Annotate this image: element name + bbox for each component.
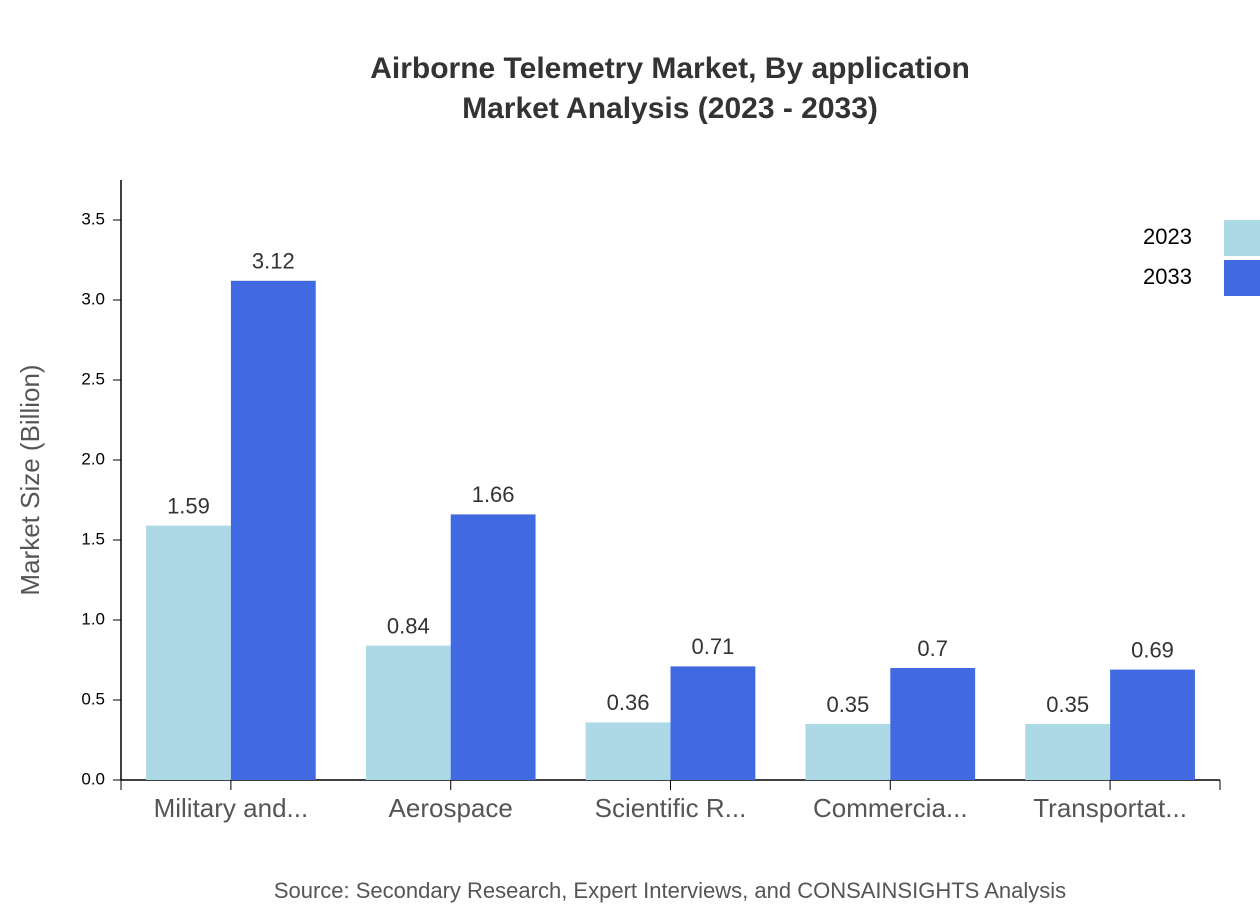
bar [890,668,976,780]
x-tick-label: Scientific R... [595,793,747,823]
value-label: 1.66 [472,482,515,507]
bar [146,525,231,780]
bar [1025,724,1111,780]
y-tick-label: 3.5 [81,209,105,228]
value-label: 0.36 [607,690,650,715]
value-label: 0.71 [692,634,735,659]
bar [230,280,316,780]
legend-label: 2023 [1143,224,1192,249]
legend-swatch [1224,220,1260,256]
value-label: 0.35 [826,692,869,717]
y-tick-label: 2.5 [81,369,105,388]
bar [450,514,536,780]
value-label: 0.84 [387,613,430,638]
y-tick-label: 1.0 [81,609,105,628]
value-label: 0.69 [1131,637,1174,662]
bar [365,645,451,780]
value-label: 0.35 [1046,692,1089,717]
bar [805,724,891,780]
x-tick-label: Military and... [154,793,309,823]
bar [1110,669,1195,780]
y-axis-label: Market Size (Billion) [15,364,45,595]
y-tick-label: 1.5 [81,529,105,548]
y-tick-label: 2.0 [81,449,105,468]
chart-subtitle: Market Analysis (2023 - 2033) [462,92,878,125]
legend-label: 2033 [1143,264,1192,289]
y-tick-label: 3.0 [81,289,105,308]
bar [670,666,756,780]
source-note: Source: Secondary Research, Expert Inter… [274,878,1066,903]
x-tick-label: Transportat... [1033,793,1187,823]
legend-swatch [1224,260,1260,296]
y-tick-label: 0.5 [81,689,105,708]
value-label: 3.12 [252,249,295,274]
chart-title: Airborne Telemetry Market, By applicatio… [370,52,970,85]
bar [585,722,671,780]
x-tick-label: Aerospace [389,793,513,823]
y-tick-label: 0.0 [81,769,105,788]
x-tick-label: Commercia... [813,793,968,823]
value-label: 1.59 [167,493,210,518]
value-label: 0.7 [917,636,948,661]
